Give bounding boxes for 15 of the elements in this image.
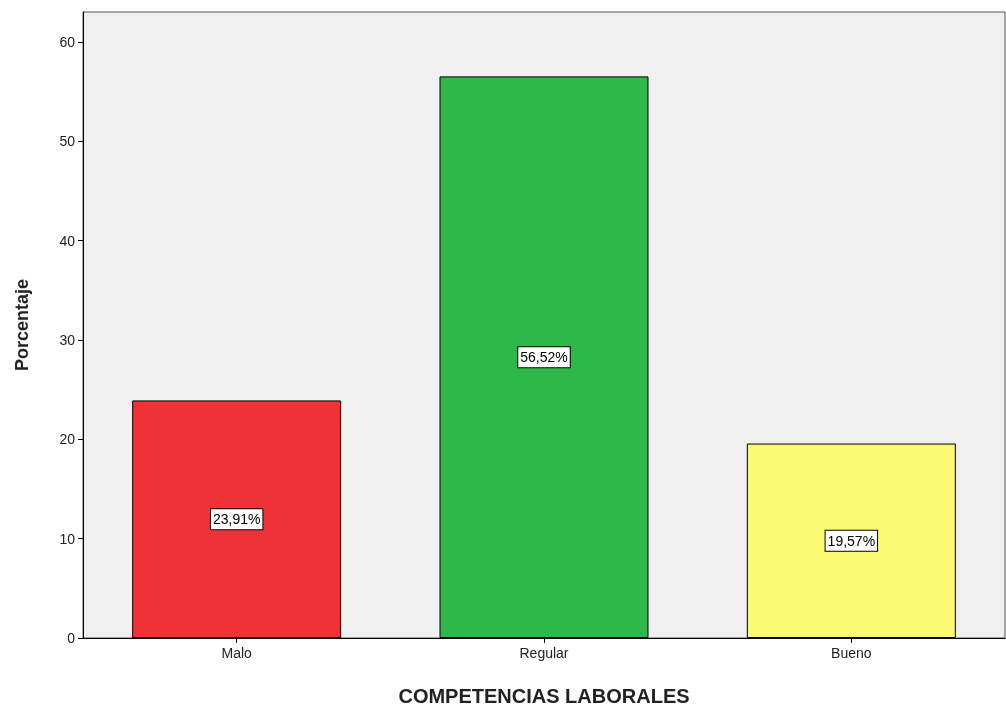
- x-tick-label: Malo: [221, 645, 253, 661]
- x-tick-label: Regular: [519, 645, 569, 661]
- y-tick-label: 20: [59, 431, 76, 448]
- data-label: 19,57%: [827, 532, 876, 549]
- x-axis-title: COMPETENCIAS LABORALES: [398, 685, 690, 707]
- data-label: 23,91%: [212, 511, 261, 528]
- y-tick-label: 10: [59, 530, 76, 547]
- y-tick-label: 60: [59, 33, 76, 50]
- y-tick-label: 40: [59, 232, 76, 249]
- y-tick-label: 30: [59, 331, 76, 348]
- y-axis-title: Porcentaje: [12, 278, 32, 372]
- y-tick-label: 0: [67, 630, 76, 646]
- x-tick-label: Bueno: [831, 645, 872, 661]
- y-tick-label: 50: [59, 133, 76, 150]
- data-label: 56,52%: [520, 349, 568, 366]
